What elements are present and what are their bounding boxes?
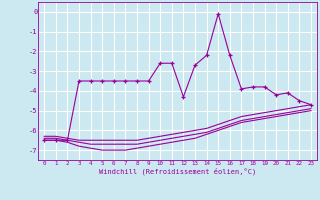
X-axis label: Windchill (Refroidissement éolien,°C): Windchill (Refroidissement éolien,°C) (99, 167, 256, 175)
